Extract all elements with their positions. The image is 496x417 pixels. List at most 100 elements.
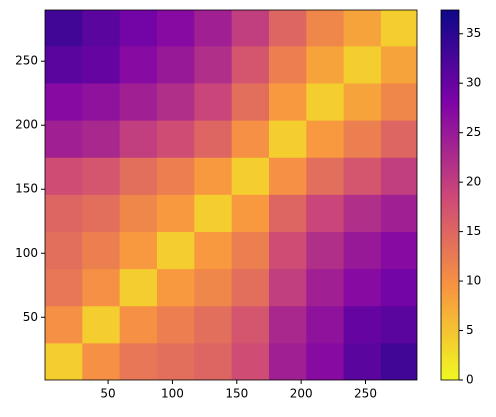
heatmap-cell	[380, 82, 417, 121]
heatmap-cell	[306, 120, 345, 158]
y-tick-label: 100	[15, 246, 38, 260]
heatmap-cell	[306, 45, 345, 84]
heatmap-cell	[194, 82, 233, 121]
x-tick-label: 200	[290, 387, 313, 401]
heatmap-cell	[268, 82, 307, 121]
heatmap-cell	[119, 342, 158, 380]
heatmap-cell	[380, 268, 417, 307]
heatmap-cell	[119, 82, 158, 121]
heatmap-cell	[231, 342, 270, 380]
heatmap-cell	[306, 157, 345, 195]
heatmap-cell	[268, 305, 307, 344]
x-tick-label: 250	[354, 387, 377, 401]
heatmap-cell	[380, 120, 417, 158]
heatmap-cell	[45, 342, 83, 380]
heatmap-cell	[82, 231, 121, 270]
heatmap-cell	[119, 194, 158, 232]
heatmap-cell	[156, 157, 195, 195]
heatmap-cell	[306, 231, 345, 270]
heatmap-cell	[156, 268, 195, 307]
heatmap-cell	[82, 120, 121, 158]
heatmap-cell	[194, 120, 233, 158]
heatmap-cell	[156, 305, 195, 344]
heatmap-cell	[343, 45, 382, 84]
colorbar-tick-label: 25	[466, 125, 481, 139]
heatmap-cell	[194, 194, 233, 232]
heatmap-cell	[194, 157, 233, 195]
heatmap-cell	[343, 82, 382, 121]
y-tick-label: 200	[15, 118, 38, 132]
y-tick-label: 150	[15, 182, 38, 196]
heatmap-cell	[45, 120, 83, 158]
heatmap-cell	[306, 305, 345, 344]
x-tick-label: 100	[161, 387, 184, 401]
heatmap-cell	[343, 194, 382, 232]
heatmap-cell	[343, 305, 382, 344]
heatmap-cell	[156, 342, 195, 380]
heatmap-cell	[119, 157, 158, 195]
heatmap-cell	[268, 194, 307, 232]
heatmap-cell	[343, 120, 382, 158]
heatmap-cell	[119, 45, 158, 84]
heatmap-cell	[231, 194, 270, 232]
heatmap-cell	[119, 120, 158, 158]
heatmap-cell	[268, 268, 307, 307]
heatmap-cell	[306, 268, 345, 307]
colorbar-tick-label: 0	[466, 373, 474, 387]
heatmap-cell	[343, 10, 382, 47]
heatmap-cell	[82, 45, 121, 84]
heatmap-cell	[82, 342, 121, 380]
heatmap-cell	[380, 305, 417, 344]
heatmap-cell	[82, 268, 121, 307]
heatmap-cell	[156, 45, 195, 84]
heatmap-cell	[306, 342, 345, 380]
heatmap-cell	[343, 342, 382, 380]
heatmap-cell	[380, 231, 417, 270]
heatmap-cell	[45, 82, 83, 121]
heatmap-cell	[45, 45, 83, 84]
colorbar-tick-label: 5	[466, 323, 474, 337]
heatmap-cell	[231, 305, 270, 344]
heatmap-cell	[119, 10, 158, 47]
heatmap-cell	[45, 231, 83, 270]
heatmap-cell	[343, 231, 382, 270]
heatmap-cell	[45, 10, 83, 47]
heatmap-cell	[194, 231, 233, 270]
plot-frame	[44, 9, 418, 381]
heatmap-cell	[231, 120, 270, 158]
colorbar-tick-label: 35	[466, 26, 481, 40]
heatmap-cell	[380, 194, 417, 232]
heatmap-cell	[119, 268, 158, 307]
heatmap-cell	[156, 82, 195, 121]
heatmap-cell	[119, 305, 158, 344]
heatmap-cell	[194, 45, 233, 84]
heatmap-cell	[306, 82, 345, 121]
heatmap-cell	[82, 305, 121, 344]
x-tick-label: 50	[100, 387, 115, 401]
y-tick-label: 250	[15, 54, 38, 68]
colorbar-tick-label: 20	[466, 175, 481, 189]
heatmap-cell	[119, 231, 158, 270]
heatmap-cell	[306, 10, 345, 47]
heatmap-cell	[194, 10, 233, 47]
heatmap-cell	[156, 120, 195, 158]
heatmap-cell	[380, 342, 417, 380]
heatmap-cell	[82, 10, 121, 47]
heatmap	[45, 10, 417, 380]
heatmap-cell	[194, 305, 233, 344]
colorbar-tick-label: 30	[466, 76, 481, 90]
heatmap-cell	[194, 268, 233, 307]
heatmap-cell	[82, 157, 121, 195]
heatmap-cell	[268, 342, 307, 380]
heatmap-cell	[231, 82, 270, 121]
heatmap-cell	[268, 45, 307, 84]
heatmap-cell	[82, 82, 121, 121]
heatmap-cell	[156, 10, 195, 47]
heatmap-cell	[194, 342, 233, 380]
heatmap-cell	[306, 194, 345, 232]
heatmap-cell	[156, 231, 195, 270]
colorbar-tick-label: 15	[466, 224, 481, 238]
heatmap-cell	[231, 45, 270, 84]
heatmap-cell	[343, 268, 382, 307]
